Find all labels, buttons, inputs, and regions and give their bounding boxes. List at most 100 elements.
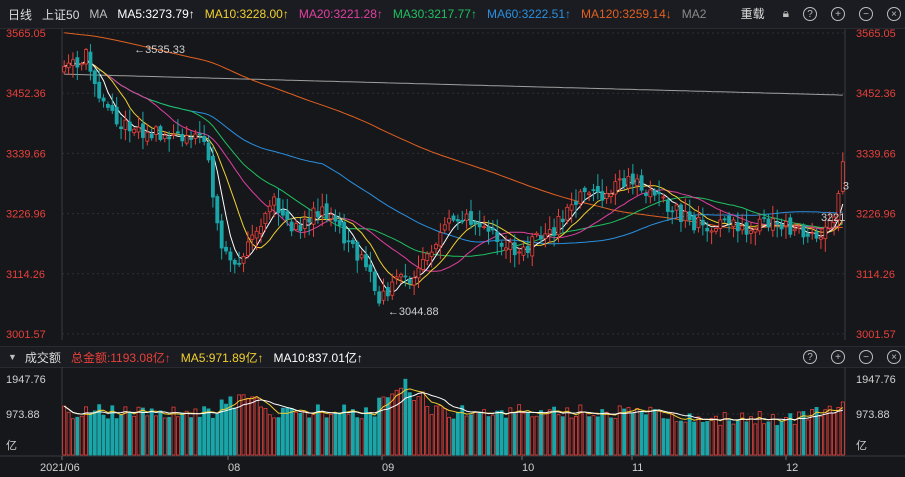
candle xyxy=(827,211,832,231)
zoom-in-icon[interactable]: + xyxy=(831,350,845,364)
volume-bar xyxy=(635,408,640,456)
y-tick-right: 亿 xyxy=(856,439,867,452)
candle xyxy=(679,202,683,232)
candle xyxy=(477,210,482,236)
y-tick-right: 3001.57 xyxy=(856,329,896,341)
volume-bar xyxy=(692,421,697,456)
lock-icon[interactable]: 🔒︎ xyxy=(782,6,789,20)
volume-bar xyxy=(609,417,613,456)
volume-bar xyxy=(92,410,97,456)
volume-bar xyxy=(648,406,653,456)
candle xyxy=(114,96,119,127)
volume-bar xyxy=(490,414,495,456)
candle xyxy=(447,209,452,232)
zoom-in-icon[interactable]: + xyxy=(831,6,845,21)
candle xyxy=(753,227,758,246)
candle xyxy=(75,50,80,81)
volume-label: 成交额 xyxy=(24,350,61,365)
volume-bar xyxy=(652,408,657,456)
zoom-out-icon[interactable]: − xyxy=(859,350,873,364)
close-icon[interactable]: × xyxy=(887,350,901,364)
volume-bar xyxy=(101,414,106,456)
y-tick-right: 1947.76 xyxy=(856,374,896,386)
candle xyxy=(416,255,421,289)
candlestick-chart[interactable]: 3565.05 3565.05 3452.36 3452.36 3339.66 3339.… xyxy=(0,29,905,346)
candle xyxy=(324,194,329,223)
volume-bar xyxy=(79,415,84,456)
y-tick-left: 亿 xyxy=(6,439,17,452)
volume-bar xyxy=(731,423,736,456)
x-tick-label: 12 xyxy=(786,462,798,474)
candle xyxy=(587,191,592,201)
candle xyxy=(385,282,390,302)
candle xyxy=(276,187,281,226)
y-tick-left: 3452.36 xyxy=(6,88,46,100)
volume-bar xyxy=(263,408,268,456)
volume-bar xyxy=(350,409,355,456)
volume-bar xyxy=(534,415,539,456)
candle xyxy=(237,251,242,268)
volume-bar xyxy=(368,412,373,456)
y-tick-left: 3001.57 xyxy=(6,329,46,341)
candle xyxy=(381,278,386,305)
candle xyxy=(613,173,618,205)
candle xyxy=(731,216,736,238)
volume-bar xyxy=(679,420,683,456)
y-tick-right: 3565.05 xyxy=(856,29,896,40)
candle xyxy=(298,218,303,239)
volume-bar xyxy=(237,394,242,456)
candle xyxy=(595,174,600,200)
candle xyxy=(420,247,425,273)
candle xyxy=(819,227,823,249)
close-icon[interactable]: × xyxy=(887,6,901,21)
candle xyxy=(394,269,399,285)
ma5-line xyxy=(64,60,844,294)
candle xyxy=(66,54,71,76)
volume-bar xyxy=(753,423,758,456)
volume-bar xyxy=(661,418,666,456)
volume-bar xyxy=(377,397,382,456)
volume-bar xyxy=(420,391,425,456)
candle xyxy=(464,209,469,229)
reset-button[interactable]: 重载 xyxy=(740,7,765,21)
candle xyxy=(79,61,84,71)
candle xyxy=(254,226,259,251)
volume-bar xyxy=(403,378,408,456)
candle xyxy=(180,128,185,147)
volume-bar xyxy=(333,412,338,456)
candle xyxy=(539,226,543,244)
volume-bar xyxy=(749,416,753,456)
period-label[interactable]: 日线 xyxy=(8,7,33,22)
candle xyxy=(140,111,145,150)
volume-bar xyxy=(784,416,788,456)
ma-label[interactable]: MA xyxy=(89,7,108,21)
ma30-value: MA30:3217.77↑ xyxy=(392,7,477,21)
candle xyxy=(315,198,320,224)
zoom-out-icon[interactable]: − xyxy=(859,6,873,21)
volume-bar xyxy=(460,405,465,456)
volume-total: 总金额:1193.08亿↑ xyxy=(70,350,171,365)
candle xyxy=(206,135,211,163)
volume-bar xyxy=(574,416,578,456)
candle xyxy=(534,231,539,238)
candle xyxy=(762,209,767,223)
candle xyxy=(267,200,272,220)
candle xyxy=(372,269,377,296)
candle xyxy=(582,186,587,202)
candle xyxy=(543,223,548,248)
volume-chart[interactable]: 1947.76 1947.76 973.88 973.88 亿 亿 2021/06 08 09 1… xyxy=(0,367,905,477)
volume-ma5: MA5:971.89亿↑ xyxy=(180,350,264,365)
volume-bar xyxy=(66,411,71,456)
collapse-icon[interactable]: ▼ xyxy=(8,352,17,362)
help-icon[interactable]: ? xyxy=(803,350,817,364)
help-icon[interactable]: ? xyxy=(803,6,817,21)
volume-bar xyxy=(630,412,635,456)
volume-bar xyxy=(464,415,469,456)
volume-bar xyxy=(797,411,802,456)
candle xyxy=(158,124,163,142)
ma120-line xyxy=(64,32,843,230)
candle xyxy=(272,193,277,218)
volume-bar xyxy=(324,417,329,456)
candle xyxy=(591,183,596,202)
volume-bar xyxy=(482,409,487,456)
